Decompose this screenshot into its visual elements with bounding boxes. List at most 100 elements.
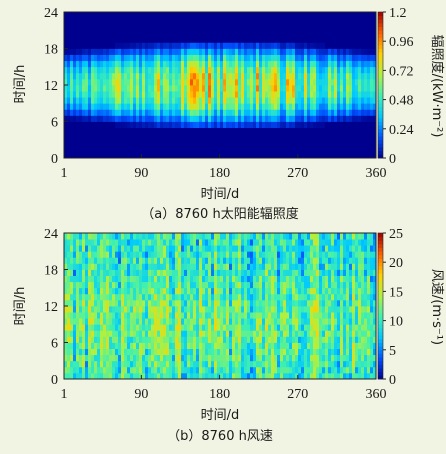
- heatmap-cell: [91, 91, 95, 98]
- heatmap-cell: [127, 318, 131, 325]
- heatmap-cell: [355, 127, 359, 135]
- heatmap-cell: [94, 12, 98, 19]
- heatmap-cell: [358, 324, 362, 331]
- heatmap-cell: [64, 103, 68, 110]
- heatmap-cell: [169, 348, 173, 356]
- heatmap-cell: [292, 251, 296, 258]
- heatmap-cell: [283, 48, 287, 55]
- heatmap-cell: [157, 245, 161, 252]
- heatmap-cell: [340, 342, 344, 349]
- heatmap-cell: [85, 24, 89, 31]
- heatmap-cell: [121, 30, 125, 37]
- heatmap-cell: [253, 60, 257, 68]
- heatmap-cell: [100, 48, 104, 55]
- heatmap-cell: [334, 60, 338, 68]
- heatmap-cell: [76, 139, 80, 147]
- colorbar-segment: [378, 59, 383, 64]
- heatmap-cell: [346, 287, 350, 295]
- heatmap-cell: [274, 48, 278, 55]
- heatmap-cell: [181, 281, 185, 289]
- heatmap-cell: [295, 121, 299, 128]
- heatmap-cell: [190, 233, 194, 240]
- heatmap-cell: [226, 239, 230, 246]
- heatmap-cell: [301, 121, 305, 128]
- heatmap-cell: [214, 12, 218, 19]
- heatmap-cell: [172, 299, 176, 307]
- heatmap-cell: [112, 251, 116, 258]
- heatmap-cell: [160, 372, 164, 380]
- heatmap-cell: [91, 245, 95, 252]
- heatmap-cell: [265, 239, 269, 246]
- heatmap-cell: [292, 299, 296, 307]
- heatmap-cell: [94, 275, 98, 283]
- heatmap-cell: [205, 251, 209, 258]
- heatmap-cell: [304, 299, 308, 307]
- heatmap-cell: [73, 342, 77, 349]
- heatmap-cell: [100, 257, 104, 264]
- heatmap-cell: [367, 145, 371, 153]
- heatmap-cell: [103, 336, 107, 343]
- heatmap-cell: [259, 60, 263, 68]
- heatmap-cell: [82, 109, 86, 116]
- heatmap-cell: [217, 145, 221, 153]
- heatmap-cell: [121, 360, 125, 368]
- heatmap-cell: [322, 36, 326, 43]
- heatmap-cell: [139, 245, 143, 252]
- heatmap-cell: [331, 85, 335, 92]
- heatmap-cell: [127, 366, 131, 374]
- heatmap-cell: [226, 151, 230, 159]
- heatmap-cell: [145, 293, 149, 301]
- heatmap-cell: [274, 30, 278, 37]
- heatmap-cell: [292, 239, 296, 246]
- heatmap-cell: [166, 91, 170, 98]
- heatmap-cell: [94, 245, 98, 252]
- heatmap-cell: [97, 245, 101, 252]
- heatmap-cell: [127, 299, 131, 307]
- heatmap-cell: [151, 12, 155, 19]
- heatmap-cell: [157, 354, 161, 362]
- heatmap-cell: [82, 239, 86, 246]
- heatmap-cell: [151, 85, 155, 92]
- heatmap-cell: [292, 318, 296, 325]
- heatmap-cell: [127, 127, 131, 135]
- heatmap-cell: [64, 12, 68, 19]
- heatmap-cell: [82, 257, 86, 264]
- heatmap-cell: [316, 239, 320, 246]
- heatmap-cell: [241, 133, 245, 141]
- colorbar-segment: [378, 15, 383, 20]
- heatmap-cell: [199, 372, 203, 380]
- heatmap-cell: [76, 257, 80, 264]
- heatmap-cell: [262, 251, 266, 258]
- heatmap-cell: [352, 269, 356, 276]
- heatmap-cell: [208, 372, 212, 380]
- heatmap-cell: [319, 239, 323, 246]
- heatmap-cell: [151, 145, 155, 153]
- heatmap-cell: [163, 24, 167, 31]
- heatmap-cell: [130, 103, 134, 110]
- heatmap-cell: [235, 145, 239, 153]
- heatmap-cell: [361, 24, 365, 31]
- heatmap-cell: [85, 372, 89, 380]
- heatmap-cell: [106, 360, 110, 368]
- heatmap-cell: [235, 372, 239, 380]
- heatmap-cell: [226, 121, 230, 128]
- heatmap-cell: [256, 78, 260, 86]
- heatmap-cell: [286, 293, 290, 301]
- heatmap-cell: [322, 121, 326, 128]
- heatmap-cell: [187, 330, 191, 337]
- heatmap-cell: [238, 91, 242, 98]
- heatmap-cell: [280, 42, 284, 49]
- heatmap-cell: [181, 115, 185, 122]
- heatmap-cell: [136, 24, 140, 31]
- heatmap-cell: [328, 306, 332, 313]
- heatmap-cell: [223, 251, 227, 258]
- heatmap-cell: [142, 245, 146, 252]
- heatmap-cell: [118, 299, 122, 307]
- heatmap-cell: [70, 336, 74, 343]
- heatmap-cell: [67, 72, 71, 80]
- heatmap-cell: [82, 127, 86, 135]
- heatmap-cell: [121, 336, 125, 343]
- heatmap-cell: [241, 30, 245, 37]
- heatmap-cell: [295, 281, 299, 289]
- heatmap-cell: [247, 103, 251, 110]
